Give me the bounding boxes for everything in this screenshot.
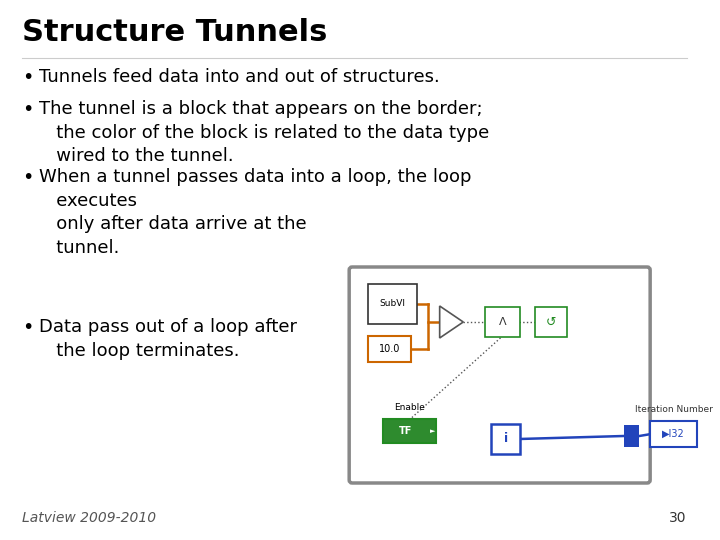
Text: Enable: Enable: [394, 403, 425, 412]
FancyBboxPatch shape: [368, 336, 411, 362]
Text: 10.0: 10.0: [379, 344, 400, 354]
FancyBboxPatch shape: [368, 284, 417, 324]
Text: Λ: Λ: [499, 317, 506, 327]
FancyBboxPatch shape: [382, 419, 436, 443]
FancyBboxPatch shape: [535, 307, 567, 337]
FancyBboxPatch shape: [349, 267, 650, 483]
Text: ►: ►: [430, 428, 436, 434]
Text: Data pass out of a loop after
   the loop terminates.: Data pass out of a loop after the loop t…: [40, 318, 297, 360]
Text: ▶I32: ▶I32: [662, 429, 685, 439]
Text: ↺: ↺: [546, 315, 556, 328]
FancyBboxPatch shape: [650, 421, 698, 447]
Text: Latview 2009-2010: Latview 2009-2010: [22, 511, 156, 525]
Text: •: •: [22, 318, 33, 337]
Text: •: •: [22, 100, 33, 119]
Text: The tunnel is a block that appears on the border;
   the color of the block is r: The tunnel is a block that appears on th…: [40, 100, 490, 165]
Text: •: •: [22, 68, 33, 87]
Text: When a tunnel passes data into a loop, the loop
   executes
   only after data a: When a tunnel passes data into a loop, t…: [40, 168, 472, 257]
FancyBboxPatch shape: [485, 307, 521, 337]
Text: Structure Tunnels: Structure Tunnels: [22, 18, 327, 47]
Text: TF: TF: [399, 426, 412, 436]
Text: SubVI: SubVI: [379, 300, 405, 308]
FancyBboxPatch shape: [624, 425, 639, 447]
Text: i: i: [503, 433, 508, 446]
Text: 30: 30: [669, 511, 687, 525]
Text: •: •: [22, 168, 33, 187]
Text: Iteration Number: Iteration Number: [635, 405, 713, 414]
Polygon shape: [440, 306, 463, 338]
Text: Tunnels feed data into and out of structures.: Tunnels feed data into and out of struct…: [40, 68, 440, 86]
FancyBboxPatch shape: [491, 424, 521, 454]
